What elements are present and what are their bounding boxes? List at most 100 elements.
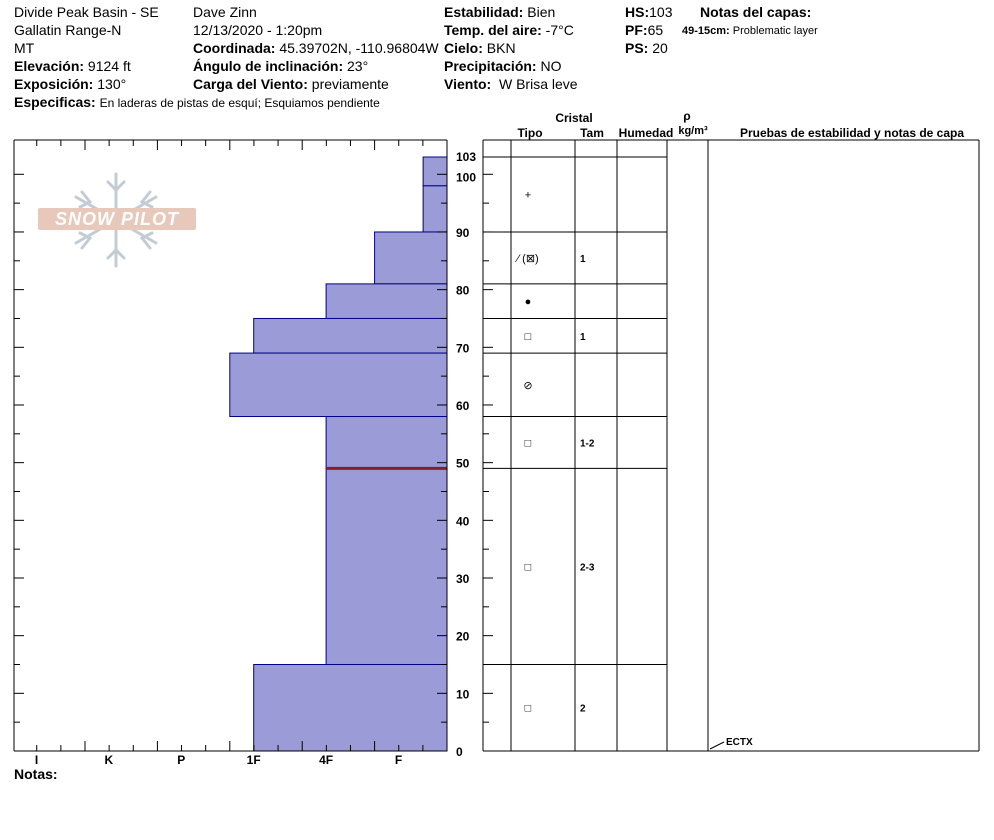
observer-name: Dave Zinn — [193, 4, 257, 20]
sky-row: Cielo: BKN — [444, 39, 516, 57]
height-tick-label: 70 — [456, 341, 470, 355]
observation-datetime: 12/13/2020 - 1:20pm — [193, 22, 323, 38]
grain-type-symbol: □ — [525, 331, 532, 343]
wind-load-row: Carga del Viento: previamente — [193, 75, 389, 93]
layer-notes-title: Notas del capas: — [700, 4, 812, 20]
state-name: MT — [14, 40, 35, 56]
hardness-bar-1 — [422, 185, 448, 233]
hardness-tick-label: 4F — [319, 753, 333, 767]
layer-note-range: 49-15cm: — [682, 25, 730, 37]
logo-label: SNOW PILOT — [55, 209, 179, 229]
density-unit-header: kg/m³ — [678, 125, 708, 137]
pf-row: PF:65 — [625, 21, 663, 39]
size-header: Tam — [580, 126, 604, 140]
slope-row: Ángulo de inclinación: 23° — [193, 57, 368, 75]
ps-row: PS: 20 — [625, 39, 668, 57]
pf-value: 65 — [647, 22, 664, 38]
precip-label: Precipitación: — [444, 58, 537, 74]
logo-text — [38, 208, 196, 230]
aspect-label: Exposición: — [14, 76, 94, 92]
precip-value: NO — [540, 58, 562, 74]
height-tick-label: 20 — [456, 630, 470, 644]
height-tick-label: 60 — [456, 399, 470, 413]
air-temp-row: Temp. del aire: -7°C — [444, 21, 574, 39]
sky-value: BKN — [486, 40, 516, 56]
grain-size-label: 2 — [580, 704, 586, 715]
height-tick-label: 80 — [456, 284, 470, 298]
aspect-value: 130° — [97, 76, 127, 92]
ps-label: PS: — [625, 40, 649, 56]
slope-label: Ángulo de inclinación: — [193, 58, 344, 74]
hardness-tick-label: 1F — [247, 753, 261, 767]
pf-label: PF: — [625, 22, 648, 38]
hardness-tick-label: P — [177, 753, 185, 767]
wind-label: Viento: — [444, 76, 492, 92]
grain-type-symbol: ⁄ (⊠) — [514, 253, 538, 265]
height-tick-label: 40 — [456, 514, 470, 528]
specifics-row: Especificas: En laderas de pistas de esq… — [14, 93, 380, 112]
height-tick-label: 30 — [456, 572, 470, 586]
specifics-value: En laderas de pistas de esquí; Esquiamos… — [99, 96, 380, 110]
slope-value: 23° — [347, 58, 369, 74]
stability-row: Estabilidad: Bien — [444, 3, 555, 21]
height-tick-label: 50 — [456, 457, 470, 471]
hardness-tick-label: F — [395, 753, 402, 767]
hardness-tick-label: K — [105, 753, 114, 767]
tests-header: Pruebas de estabilidad y notas de capa — [740, 126, 964, 140]
air-temp-value: -7°C — [545, 22, 574, 38]
crystal-header: Cristal — [555, 111, 592, 125]
hardness-bar-4 — [253, 317, 448, 354]
grain-type-symbol: ⊘ — [523, 380, 532, 392]
range-name: Gallatin Range-N — [14, 22, 122, 38]
height-tick-label: 10 — [456, 687, 470, 701]
grain-type-symbol: □ — [525, 703, 532, 715]
wind-load-value: previamente — [311, 76, 389, 92]
layer-note-text: Problematic layer — [732, 25, 818, 37]
hardness-bar-8 — [253, 663, 448, 752]
grain-size-label: 1 — [580, 332, 586, 343]
height-tick-label: 100 — [456, 170, 476, 184]
hardness-bar-5 — [229, 352, 448, 418]
height-tick-label: 90 — [456, 226, 470, 240]
wind-row: Viento: W Brisa leve — [444, 75, 578, 93]
grain-size-label: 1 — [580, 254, 586, 265]
hardness-tick-label: I — [35, 753, 38, 767]
aspect-row: Exposición: 130° — [14, 75, 126, 93]
precip-row: Precipitación: NO — [444, 57, 561, 75]
hs-row: HS:103 — [625, 3, 672, 21]
rho-header: ρ — [683, 109, 690, 123]
sky-label: Cielo: — [444, 40, 483, 56]
stability-label: Estabilidad: — [444, 4, 524, 20]
type-header: Tipo — [517, 126, 542, 140]
coordinate-value: 45.39702N, -110.96804W — [279, 40, 439, 56]
wind-load-label: Carga del Viento: — [193, 76, 308, 92]
hs-label: HS: — [625, 4, 650, 20]
grain-type-symbol: + — [525, 189, 531, 201]
hs-value: 103 — [649, 4, 673, 20]
ps-value: 20 — [652, 40, 668, 56]
layer-note: 49-15cm: Problematic layer — [682, 22, 818, 40]
notes-label: Notas: — [14, 766, 58, 782]
stability-test-pointer — [709, 741, 725, 750]
height-tick-label: 0 — [456, 745, 463, 759]
elevation-row: Elevación: 9124 ft — [14, 57, 131, 75]
hardness-bar-2 — [374, 231, 448, 285]
hardness-bar-0 — [422, 156, 448, 187]
wind-value: W Brisa leve — [498, 76, 578, 92]
grain-type-symbol: □ — [525, 437, 532, 449]
stability-test-label: ECTX — [726, 737, 753, 748]
grain-size-label: 1-2 — [580, 438, 595, 449]
grain-type-symbol: ● — [525, 296, 532, 308]
elevation-label: Elevación: — [14, 58, 85, 74]
height-tick-label: 103 — [456, 150, 476, 164]
coordinate-row: Coordinada: 45.39702N, -110.96804W — [193, 39, 439, 57]
stability-value: Bien — [527, 4, 556, 20]
location-name: Divide Peak Basin - SE — [14, 4, 159, 20]
hardness-bar-3 — [325, 283, 448, 319]
coordinate-label: Coordinada: — [193, 40, 276, 56]
air-temp-label: Temp. del aire: — [444, 22, 542, 38]
snowpilot-logo: SNOW PILOT — [38, 172, 196, 268]
grain-size-label: 2-3 — [580, 562, 595, 573]
specifics-label: Especificas: — [14, 94, 96, 110]
